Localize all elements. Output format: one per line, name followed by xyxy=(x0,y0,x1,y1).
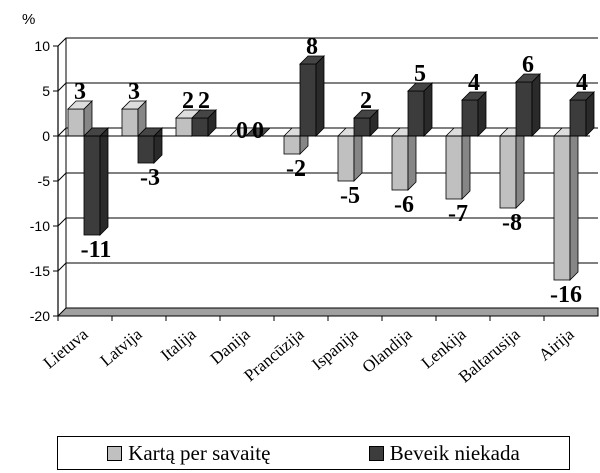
bar xyxy=(553,127,579,281)
x-tick-label: Latvija xyxy=(96,324,145,370)
y-tick-label: -10 xyxy=(30,218,50,234)
y-tick-label: 10 xyxy=(34,38,50,54)
bar xyxy=(391,127,417,191)
bar xyxy=(299,55,325,137)
x-tick-label: Ispanija xyxy=(308,324,362,373)
bar xyxy=(569,91,595,137)
gridline xyxy=(57,37,598,47)
data-label: -8 xyxy=(502,210,522,236)
data-label: 4 xyxy=(468,70,480,96)
x-tick-label: Lietuva xyxy=(40,324,92,372)
x-tick-label: Italija xyxy=(157,324,200,364)
data-label: 3 xyxy=(128,79,140,105)
bar xyxy=(67,100,93,137)
data-label: 5 xyxy=(414,61,426,87)
data-label: 3 xyxy=(74,79,86,105)
data-label: 6 xyxy=(522,52,534,78)
x-tick-label: Prancūzija xyxy=(240,324,308,385)
bar xyxy=(445,127,471,200)
x-tick-label: Danija xyxy=(207,324,254,368)
legend-swatch-series-2 xyxy=(368,445,384,461)
legend: Kartą per savaitę Beveik niekada xyxy=(57,436,570,470)
gridline xyxy=(57,262,598,272)
y-tick-label: 5 xyxy=(42,83,50,99)
x-tick-label: Olandija xyxy=(359,324,416,376)
data-label: 0 xyxy=(252,118,264,144)
bar xyxy=(121,100,147,137)
bar xyxy=(353,109,379,137)
legend-item-series-2: Beveik niekada xyxy=(368,440,520,466)
legend-label-series-1: Kartą per savaitę xyxy=(128,440,271,465)
data-label: -3 xyxy=(140,165,160,191)
legend-label-series-2: Beveik niekada xyxy=(389,440,520,465)
data-label: 2 xyxy=(198,88,210,114)
data-label: -6 xyxy=(394,192,414,218)
data-label: -2 xyxy=(286,156,306,182)
bars xyxy=(67,55,595,281)
data-label: 2 xyxy=(182,88,194,114)
data-label: -11 xyxy=(81,237,112,263)
x-tick-label: Baltarusija xyxy=(455,324,524,386)
legend-item-series-1: Kartą per savaitę xyxy=(107,441,270,466)
bar xyxy=(461,91,487,137)
bar xyxy=(515,73,541,137)
bar xyxy=(83,127,109,236)
data-label: 4 xyxy=(576,70,588,96)
gridline xyxy=(57,217,598,227)
data-label: -7 xyxy=(448,201,468,227)
bar xyxy=(499,127,525,209)
y-tick-label: -15 xyxy=(30,263,50,279)
bar xyxy=(191,109,217,137)
y-tick-label: 0 xyxy=(42,128,50,144)
gridline xyxy=(57,172,598,182)
y-axis-unit: % xyxy=(22,11,35,28)
chart-floor xyxy=(56,307,599,317)
bar xyxy=(137,127,163,164)
data-label: 2 xyxy=(360,88,372,114)
data-label: 0 xyxy=(236,118,248,144)
data-label: -5 xyxy=(340,183,360,209)
data-labels: 3-113-32 20 0-28-52-65-74-86-164 xyxy=(74,34,588,308)
data-label: -16 xyxy=(550,282,582,308)
data-label: 8 xyxy=(306,34,318,60)
y-tick-label: -20 xyxy=(30,308,50,324)
y-tick-label: -5 xyxy=(38,173,51,189)
legend-swatch-series-1 xyxy=(107,445,123,461)
x-tick-label: Airija xyxy=(535,324,578,364)
bar xyxy=(407,82,433,137)
